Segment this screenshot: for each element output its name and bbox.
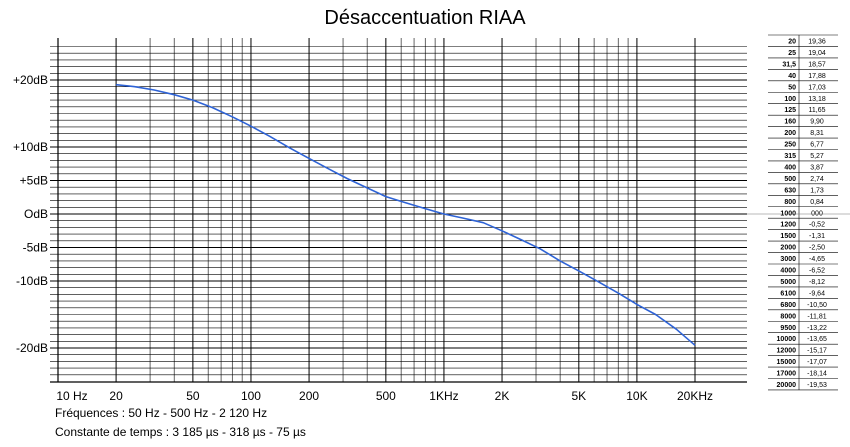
table-value: -13,65 bbox=[807, 336, 827, 343]
table-value: 8,31 bbox=[810, 130, 824, 137]
table-frequency: 50 bbox=[788, 84, 796, 91]
table-frequency: 6100 bbox=[780, 290, 796, 297]
chart-grid bbox=[50, 38, 747, 383]
table-frequency: 3000 bbox=[780, 256, 796, 263]
x-tick-label: 10K bbox=[626, 389, 647, 403]
x-axis-labels: 10 Hz 20 50 100 200 500 1KHz 2K 5K 10K 20KHz bbox=[56, 389, 713, 403]
table-value: 9,90 bbox=[810, 119, 824, 126]
table-value: 19,36 bbox=[808, 39, 826, 46]
table-value: -2,50 bbox=[809, 245, 825, 252]
y-axis-labels: +20dB +10dB +5dB OdB -5dB -10dB -20dB bbox=[13, 73, 48, 355]
table-value: 6,77 bbox=[810, 142, 824, 149]
table-value: -15,17 bbox=[807, 348, 827, 355]
table-value: -13,22 bbox=[807, 325, 827, 332]
table-value: -1,31 bbox=[809, 233, 825, 240]
table-value: -18,14 bbox=[807, 371, 827, 378]
y-tick-label: +20dB bbox=[13, 73, 48, 87]
table-frequency: 8000 bbox=[780, 313, 796, 320]
x-tick-label: 2K bbox=[495, 389, 510, 403]
x-tick-label: 200 bbox=[299, 389, 319, 403]
table-value: 17,88 bbox=[808, 73, 826, 80]
x-tick-label: 20KHz bbox=[677, 389, 713, 403]
table-value: 19,04 bbox=[808, 50, 826, 57]
table-frequency: 25 bbox=[788, 50, 796, 57]
y-tick-label: OdB bbox=[24, 207, 48, 221]
table-value: 1,73 bbox=[810, 187, 824, 194]
table-frequency: 400 bbox=[784, 164, 796, 171]
y-tick-label: -5dB bbox=[23, 241, 48, 255]
table-value: 11,65 bbox=[809, 107, 826, 114]
table-value: 17,03 bbox=[808, 84, 826, 91]
table-value: -9,64 bbox=[809, 290, 825, 297]
table-value: -10,50 bbox=[807, 302, 827, 309]
table-frequency: 2000 bbox=[780, 245, 796, 252]
x-tick-label: 10 Hz bbox=[56, 389, 87, 403]
table-value: -6,52 bbox=[809, 268, 825, 275]
table-frequency: 4000 bbox=[780, 268, 796, 275]
table-frequency: 12000 bbox=[777, 348, 797, 355]
table-value: -8,12 bbox=[809, 279, 825, 286]
table-value: 3,87 bbox=[810, 164, 824, 171]
table-frequency: 1200 bbox=[780, 222, 796, 229]
x-tick-label: 100 bbox=[241, 389, 261, 403]
table-frequency: 160 bbox=[784, 119, 796, 126]
table-value: -11,81 bbox=[807, 313, 826, 320]
table-value: 2,74 bbox=[810, 176, 824, 183]
table-frequency: 1500 bbox=[780, 233, 796, 240]
table-frequency: 6800 bbox=[780, 302, 796, 309]
time-constant-note: Constante de temps : 3 185 µs - 318 µs -… bbox=[55, 425, 306, 439]
table-frequency: 500 bbox=[784, 176, 796, 183]
table-value: -19,53 bbox=[807, 382, 827, 389]
table-frequency: 31,5 bbox=[782, 61, 796, 68]
x-tick-label: 50 bbox=[186, 389, 200, 403]
table-frequency: 20000 bbox=[777, 382, 797, 389]
table-frequency: 15000 bbox=[777, 359, 797, 366]
y-tick-label: -10dB bbox=[16, 274, 48, 288]
table-value: -0,52 bbox=[809, 222, 825, 229]
table-frequency: 17000 bbox=[777, 371, 797, 378]
table-frequency: 100 bbox=[784, 96, 796, 103]
y-tick-label: +10dB bbox=[13, 140, 48, 154]
value-table: 20 19,36 25 19,04 31,5 18,57 40 17,88 50 17,03 100… bbox=[747, 34, 850, 391]
table-frequency: 630 bbox=[784, 187, 796, 194]
table-frequency: 9500 bbox=[780, 325, 796, 332]
table-frequency: 315 bbox=[784, 153, 796, 160]
table-frequency: 125 bbox=[784, 107, 796, 114]
table-frequency: 200 bbox=[784, 130, 796, 137]
table-frequency: 10000 bbox=[777, 336, 797, 343]
table-value: 13,18 bbox=[808, 96, 826, 103]
y-tick-label: -20dB bbox=[16, 341, 48, 355]
table-value: 0,84 bbox=[810, 199, 824, 206]
table-frequency: 800 bbox=[784, 199, 796, 206]
table-value: 18,57 bbox=[808, 61, 826, 68]
table-value: -4,65 bbox=[809, 256, 825, 263]
riaa-curve bbox=[116, 83, 696, 346]
table-frequency: 40 bbox=[788, 73, 796, 80]
x-tick-label: 500 bbox=[376, 389, 396, 403]
chart-title: Désaccentuation RIAA bbox=[324, 7, 526, 29]
x-tick-label: 1KHz bbox=[429, 389, 458, 403]
x-tick-label: 5K bbox=[571, 389, 586, 403]
riaa-curve-line bbox=[116, 83, 696, 346]
table-frequency: 5000 bbox=[780, 279, 796, 286]
table-value: -17,07 bbox=[807, 359, 827, 366]
table-frequency: 20 bbox=[788, 39, 796, 46]
y-tick-label: +5dB bbox=[20, 174, 48, 188]
table-frequency: 250 bbox=[784, 142, 796, 149]
table-value: 5,27 bbox=[810, 153, 824, 160]
frequencies-note: Fréquences : 50 Hz - 500 Hz - 2 120 Hz bbox=[55, 406, 268, 420]
x-tick-label: 20 bbox=[109, 389, 123, 403]
